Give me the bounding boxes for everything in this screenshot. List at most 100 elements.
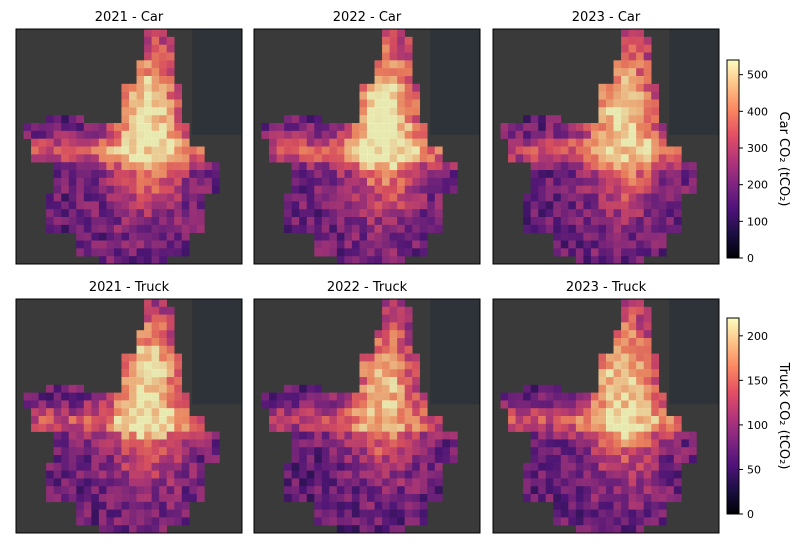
heatmap-cell	[621, 177, 629, 186]
heatmap-cell	[553, 455, 562, 464]
heatmap-cell	[530, 416, 539, 425]
heatmap-cell	[545, 478, 554, 487]
heatmap-2021-car	[16, 29, 242, 265]
heatmap-cell	[621, 314, 629, 323]
heatmap-cell	[314, 224, 323, 233]
heatmap-cell	[284, 423, 292, 432]
heatmap-cell	[575, 232, 584, 241]
heatmap-cell	[651, 423, 660, 432]
heatmap-cell	[76, 509, 85, 518]
heatmap-cell	[404, 138, 413, 147]
heatmap-cell	[129, 256, 137, 265]
heatmap-cell	[329, 193, 338, 202]
heatmap-cell	[628, 361, 637, 370]
heatmap-cell	[530, 494, 539, 503]
heatmap-cell	[121, 99, 130, 108]
heatmap-cell	[389, 193, 398, 202]
heatmap-cell	[144, 408, 152, 417]
heatmap-cell	[606, 130, 614, 139]
heatmap-cell	[189, 470, 198, 479]
heatmap-cell	[46, 470, 54, 479]
heatmap-cell	[344, 217, 353, 226]
heatmap-cell	[658, 240, 667, 249]
heatmap-cell	[530, 185, 539, 194]
heatmap-cell	[367, 478, 375, 487]
heatmap-cell	[359, 83, 368, 92]
heatmap-cell	[419, 517, 428, 526]
heatmap-cell	[166, 455, 175, 464]
heatmap-cell	[129, 162, 137, 171]
heatmap-cell	[397, 209, 405, 218]
heatmap-cell	[434, 431, 443, 440]
heatmap-2023-truck	[493, 299, 719, 534]
heatmap-cell	[590, 185, 599, 194]
heatmap-cell	[181, 494, 190, 503]
heatmap-cell	[351, 201, 360, 210]
heatmap-cell	[389, 408, 398, 417]
heatmap-cell	[560, 217, 569, 226]
heatmap-cell	[508, 392, 516, 401]
heatmap-cell	[299, 384, 308, 393]
heatmap-cell	[144, 185, 152, 194]
heatmap-cell	[211, 439, 220, 448]
heatmap-cell	[314, 431, 323, 440]
heatmap-cell	[166, 408, 175, 417]
heatmap-cell	[181, 423, 190, 432]
heatmap-cell	[106, 217, 115, 226]
heatmap-cell	[91, 170, 100, 179]
heatmap-cell	[367, 494, 375, 503]
heatmap-cell	[545, 193, 554, 202]
heatmap-cell	[374, 517, 383, 526]
heatmap-cell	[449, 431, 458, 440]
heatmap-cell	[306, 478, 315, 487]
heatmap-cell	[651, 384, 660, 393]
heatmap-cell	[359, 146, 368, 155]
heatmap-cell	[583, 462, 592, 471]
heatmap-cell	[98, 478, 107, 487]
heatmap-cell	[681, 185, 690, 194]
heatmap-cell	[575, 177, 584, 186]
heatmap-cell	[508, 400, 516, 409]
heatmap-cell	[568, 455, 577, 464]
heatmap-cell	[666, 201, 675, 210]
heatmap-cell	[621, 400, 629, 409]
heatmap-cell	[106, 248, 115, 257]
heatmap-cell	[204, 185, 213, 194]
heatmap-cell	[359, 154, 368, 163]
heatmap-cell	[688, 455, 697, 464]
heatmap-cell	[106, 423, 115, 432]
heatmap-cell	[129, 361, 137, 370]
heatmap-cell	[374, 408, 383, 417]
heatmap-cell	[68, 115, 77, 124]
heatmap-cell	[583, 470, 592, 479]
heatmap-cell	[613, 478, 622, 487]
heatmap-cell	[144, 306, 152, 315]
heatmap-cell	[196, 447, 205, 456]
heatmap-cell	[598, 384, 607, 393]
heatmap-cell	[404, 91, 413, 100]
heatmap-cell	[374, 248, 383, 257]
heatmap-cell	[658, 501, 667, 510]
heatmap-cell	[136, 416, 145, 425]
heatmap-cell	[144, 462, 152, 471]
heatmap-cell	[166, 314, 175, 323]
panel-title: 2021 - Truck	[89, 280, 170, 295]
heatmap-cell	[374, 400, 383, 409]
heatmap-cell	[276, 416, 285, 425]
heatmap-cell	[621, 123, 629, 132]
heatmap-cell	[613, 338, 622, 347]
heatmap-cell	[583, 138, 592, 147]
heatmap-cell	[129, 501, 137, 510]
heatmap-cell	[636, 201, 644, 210]
heatmap-cell	[606, 525, 614, 534]
heatmap-cell	[598, 462, 607, 471]
heatmap-cell	[321, 170, 330, 179]
heatmap-cell	[351, 154, 360, 163]
heatmap-cell	[174, 99, 183, 108]
colorbar-truck-label: Truck CO₂ (tCO₂)	[776, 362, 791, 470]
heatmap-cell	[666, 154, 675, 163]
heatmap-cell	[321, 431, 330, 440]
heatmap-cell	[121, 353, 130, 362]
heatmap-cell	[427, 494, 436, 503]
heatmap-cell	[560, 470, 569, 479]
